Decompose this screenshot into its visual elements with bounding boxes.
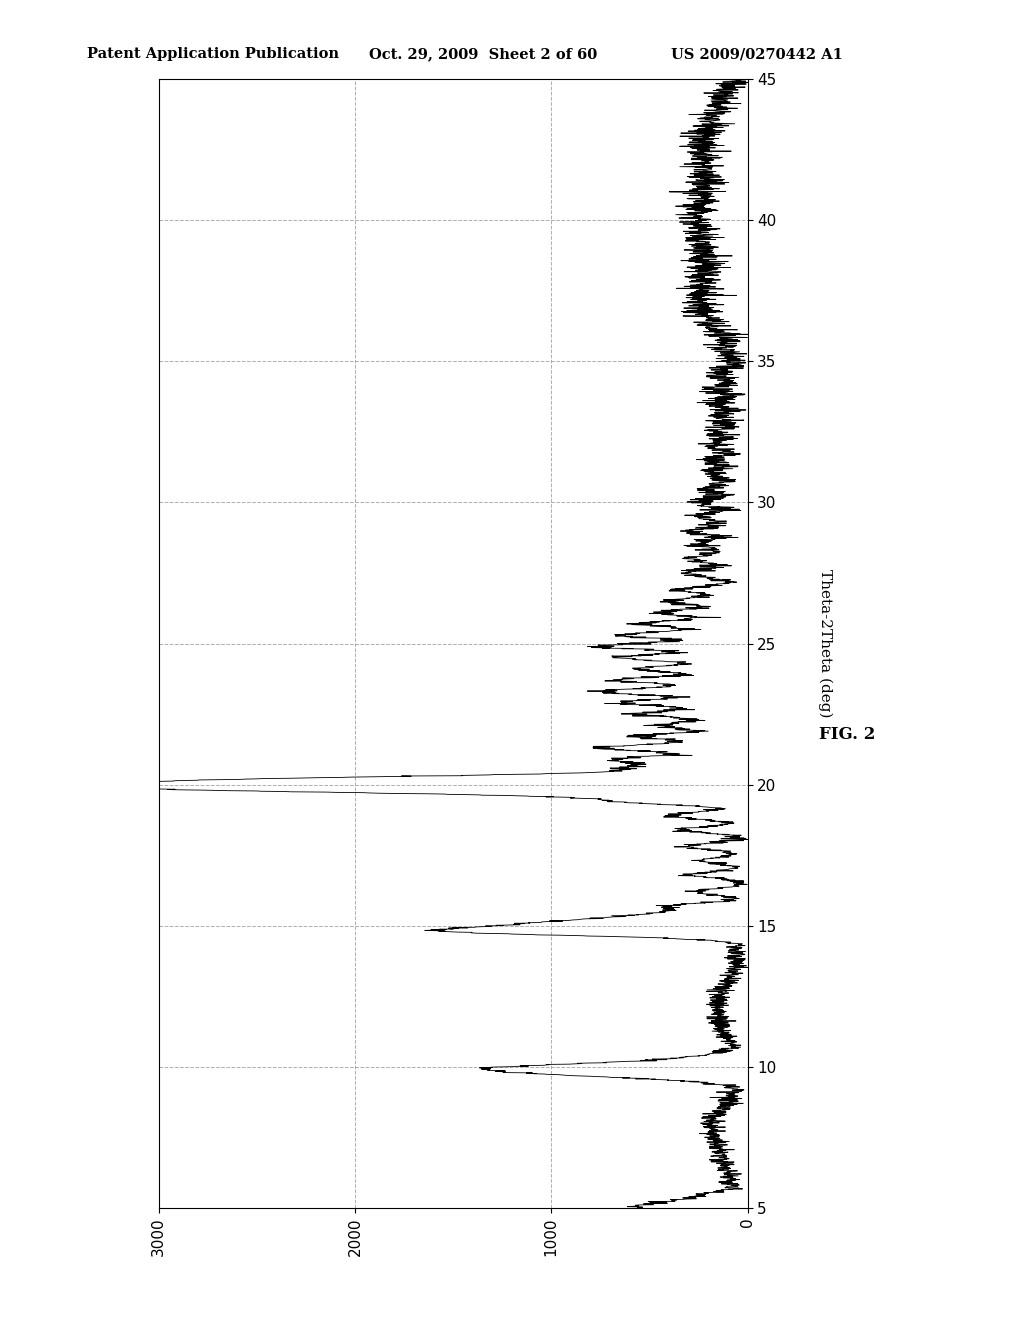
Text: US 2009/0270442 A1: US 2009/0270442 A1 — [671, 48, 843, 61]
Text: FIG. 2: FIG. 2 — [819, 726, 876, 743]
Y-axis label: Theta-2Theta (deg): Theta-2Theta (deg) — [818, 569, 833, 718]
Text: Oct. 29, 2009  Sheet 2 of 60: Oct. 29, 2009 Sheet 2 of 60 — [369, 48, 597, 61]
Text: Patent Application Publication: Patent Application Publication — [87, 48, 339, 61]
